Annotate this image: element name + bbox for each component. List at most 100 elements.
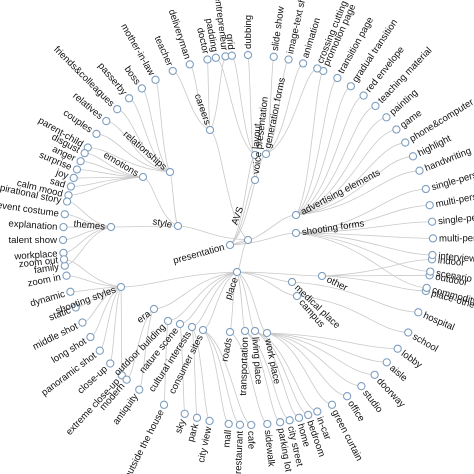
label-leaf-mall: mall xyxy=(221,429,234,448)
tree-link xyxy=(265,63,304,155)
node-branch-shooting-forms xyxy=(291,228,301,238)
label-leaf-zoom-in: zoom in xyxy=(27,272,62,289)
label-branch-advertising-elements: advertising elements xyxy=(299,167,382,217)
node-leaf-painting xyxy=(382,113,391,122)
node-leaf-in-car xyxy=(313,407,322,416)
node-branch-themes xyxy=(106,222,116,232)
tree-link xyxy=(73,176,144,179)
tree-link xyxy=(296,295,409,333)
tree-link xyxy=(321,275,426,292)
tree-link xyxy=(229,232,297,246)
tree-link xyxy=(295,85,352,216)
tree-link xyxy=(202,329,229,425)
node-leaf-disgust xyxy=(80,148,89,158)
node-branch-nature-scene xyxy=(175,319,185,329)
tree-link xyxy=(295,116,387,216)
node-leaf-panoramic-shot xyxy=(95,346,104,355)
label-leaf-park: park xyxy=(186,422,202,443)
tree-link xyxy=(295,188,426,234)
tree-link xyxy=(295,232,427,289)
tree-link xyxy=(87,147,171,173)
node-leaf-dubbing xyxy=(243,50,253,60)
node-branch-layout xyxy=(250,150,260,160)
tree-link xyxy=(266,332,362,387)
node-leaf-static xyxy=(71,303,80,312)
label-leaf-studio: studio xyxy=(360,388,384,415)
tree-link xyxy=(254,330,300,419)
tree-link xyxy=(120,271,238,288)
node-leaf-interview xyxy=(428,250,437,260)
label-leaf-multi-person-with-object: multi-person with object xyxy=(439,233,474,245)
node-leaf-commodity-display xyxy=(422,283,431,293)
node-leaf-multi-person-shot xyxy=(425,201,434,210)
tree-link xyxy=(295,70,324,216)
node-branch-emotions xyxy=(138,172,148,182)
label-branch-living-place: living place xyxy=(249,337,264,385)
label-branch-transportation: transportation xyxy=(238,337,251,396)
node-leaf-teaching-material xyxy=(371,101,380,111)
node-leaf-modern xyxy=(122,375,131,384)
node-leaf-doctor xyxy=(203,55,212,64)
node-leaf-grid xyxy=(227,51,237,60)
node-leaf-cafe xyxy=(247,420,256,430)
tree-link xyxy=(202,329,252,426)
tree-link xyxy=(109,286,122,364)
label-leaf-teacher: teacher xyxy=(152,34,175,68)
node-leaf-home xyxy=(294,413,304,422)
label-leaf-explanation: explanation xyxy=(8,218,58,232)
node-leaf-explanation xyxy=(59,222,68,232)
tree-link xyxy=(229,331,268,425)
node-leaf-boss xyxy=(137,84,147,93)
node-leaf-joy xyxy=(69,173,78,183)
tree-link xyxy=(209,129,249,241)
label-leaf-sky: sky xyxy=(173,418,188,435)
tree-link xyxy=(236,271,323,277)
label-leaf-sad: sad xyxy=(49,176,67,191)
node-leaf-close-up xyxy=(106,359,115,368)
node-branch-living-place xyxy=(250,326,260,336)
label-leaf-boss: boss xyxy=(122,64,143,87)
tree-link xyxy=(231,55,256,156)
node-leaf-friends-colleagues xyxy=(113,105,122,114)
label-leaf-outside-the-house: outside the house xyxy=(123,408,167,474)
tree-link xyxy=(295,129,397,216)
label-leaf-indoor: indoor xyxy=(437,255,465,269)
tree-link xyxy=(295,232,433,239)
tree-link xyxy=(153,271,238,310)
tree-link xyxy=(295,77,338,216)
node-leaf-park xyxy=(192,413,202,422)
label-leaf-lobby: lobby xyxy=(399,348,424,370)
tree-link xyxy=(202,329,241,426)
node-branch-relationships xyxy=(165,167,175,177)
node-leaf-lobby xyxy=(393,344,402,353)
node-leaf-outside-the-house xyxy=(159,400,169,409)
node-leaf-gradual-transition xyxy=(346,82,356,91)
node-leaf-long-shot xyxy=(86,332,95,342)
node-leaf-phone-computer xyxy=(401,138,410,147)
tree-link xyxy=(295,221,433,234)
node-leaf-bedroom xyxy=(304,410,313,420)
node-branch-style xyxy=(173,221,183,231)
node-leaf-padding xyxy=(211,53,221,62)
label-leaf-family: family xyxy=(33,262,60,276)
label-leaf-workplace: workplace xyxy=(13,249,58,263)
node-branch-presentation xyxy=(225,240,235,250)
node-leaf-zoom-out xyxy=(59,255,69,264)
tree-link xyxy=(266,332,348,397)
tree-link xyxy=(295,95,364,216)
node-leaf-multi-person-with-object xyxy=(428,234,438,243)
node-leaf-hospital xyxy=(414,308,423,317)
tree-link xyxy=(84,152,144,178)
label-branch-layout: layout xyxy=(251,123,264,150)
label-leaf-office: office xyxy=(345,399,366,424)
label-leaf-dubbing: dubbing xyxy=(243,15,254,49)
tree-link xyxy=(321,274,430,277)
label-leaf-hospital: hospital xyxy=(421,310,456,333)
tree-link xyxy=(254,330,309,416)
label-leaf-restaurant: restaurant xyxy=(233,430,246,474)
node-leaf-crossing-cutting xyxy=(313,64,322,73)
tree-link xyxy=(167,271,238,322)
node-leaf-teacher xyxy=(168,66,177,76)
tree-link xyxy=(266,332,398,350)
node-branch-outdoor-building xyxy=(163,316,173,326)
